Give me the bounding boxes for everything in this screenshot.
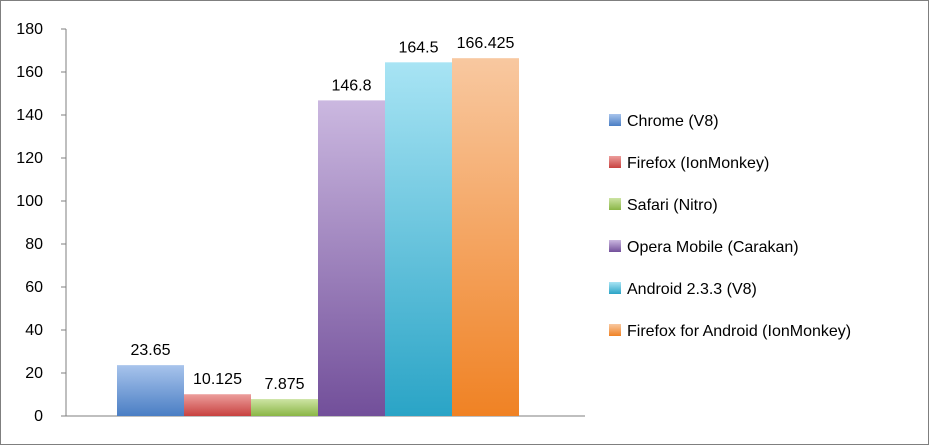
data-label: 164.5 [398,39,438,56]
bar [385,62,452,416]
y-tick-label: 180 [16,21,43,38]
data-labels: 23.65 10.125 7.875 146.8 164.5 166.425 [130,35,514,393]
data-label: 23.65 [130,342,170,359]
bar [452,58,519,416]
y-tick-label: 100 [16,193,43,210]
y-tick-label: 60 [25,279,43,296]
y-tick-label: 140 [16,107,43,124]
bar [117,365,184,416]
legend-swatch [609,114,621,126]
legend-label: Safari (Nitro) [627,197,718,214]
bars [117,58,519,416]
y-tick-label: 0 [34,408,43,425]
y-tick-label: 20 [25,365,43,382]
data-label: 10.125 [193,371,242,388]
legend-swatch [609,282,621,294]
y-tick-label: 160 [16,64,43,81]
legend-label: Firefox (IonMonkey) [627,155,769,172]
legend-swatch [609,240,621,252]
data-label: 146.8 [331,77,371,94]
legend-label: Android 2.3.3 (V8) [627,281,757,298]
legend-swatch [609,156,621,168]
y-tick-label: 120 [16,150,43,167]
legend-label: Opera Mobile (Carakan) [627,239,799,256]
y-tick-label: 80 [25,236,43,253]
legend: Chrome (V8) Firefox (IonMonkey) Safari (Ni… [609,113,851,340]
legend-label: Firefox for Android (IonMonkey) [627,323,851,340]
y-tick-label: 40 [25,322,43,339]
data-label: 7.875 [264,376,304,393]
legend-swatch [609,324,621,336]
data-label: 166.425 [457,35,515,52]
bar [318,100,385,416]
legend-swatch [609,198,621,210]
legend-label: Chrome (V8) [627,113,719,130]
bar [251,399,318,416]
bar [184,394,251,416]
